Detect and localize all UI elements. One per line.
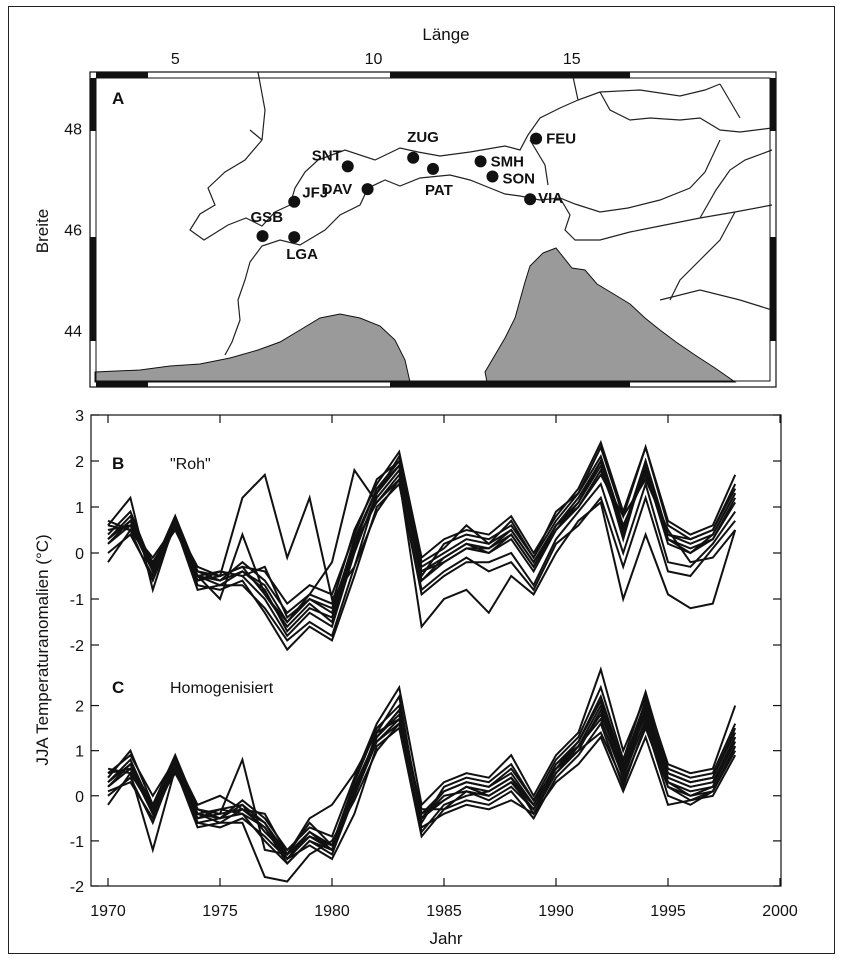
panel-c-y-ticks: -2 -1 0 1 2 xyxy=(70,699,781,896)
station-marker-jfj xyxy=(288,195,301,208)
panel-b-series-line-9 xyxy=(107,467,737,629)
panel-b-y-tick-label: 2 xyxy=(75,454,84,471)
map-scale-bars xyxy=(90,72,776,387)
y-axis-title: JJA Temperaturanomalien (°C) xyxy=(33,534,52,765)
panel-c-y-tick-label: 1 xyxy=(75,744,84,761)
panel-b: B "Roh" -2 -1 0 1 2 3 xyxy=(70,408,781,655)
panel-c-y-tick-label: 2 xyxy=(75,699,84,716)
panel-c-y-tick-label: -2 xyxy=(70,879,84,896)
station-marker-pat xyxy=(427,162,439,175)
map-x-tick-labels: 5 10 15 xyxy=(171,51,581,68)
station-label-pat: PAT xyxy=(425,182,453,199)
map-panel: Länge Breite 5 10 15 44 46 48 A SNT ZUG FEU DAV… xyxy=(33,25,777,388)
station-label-via: VIA xyxy=(538,190,563,207)
border-lines xyxy=(189,71,773,356)
station-label-gsb: GSB xyxy=(251,209,284,226)
station-label-son: SON xyxy=(502,170,535,187)
x-tick-label: 2000 xyxy=(762,903,798,920)
map-x-tick-label: 10 xyxy=(365,51,383,68)
station-marker-snt xyxy=(341,160,354,173)
map-panel-letter: A xyxy=(112,89,124,108)
panel-b-y-tick-label: 3 xyxy=(75,408,84,425)
x-axis-title: Jahr xyxy=(429,929,462,948)
panel-b-series-line-4 xyxy=(107,480,737,652)
panel-b-note: "Roh" xyxy=(170,456,211,473)
station-marker-zug xyxy=(407,151,420,164)
x-tick-label: 1995 xyxy=(650,903,686,920)
station-label-lga: LGA xyxy=(286,246,318,263)
panel-b-y-tick-label: 1 xyxy=(75,500,84,517)
ligurian-sea xyxy=(94,313,411,383)
panel-b-series-line-7 xyxy=(107,476,736,642)
panel-b-y-tick-label: -2 xyxy=(70,638,84,655)
station-label-smh: SMH xyxy=(491,153,524,170)
panel-c-y-tick-label: -1 xyxy=(70,834,84,851)
map-y-tick-labels: 44 46 48 xyxy=(64,122,82,341)
map-x-tick-label: 5 xyxy=(171,51,180,68)
station-label-jfj: JFJ xyxy=(302,185,328,202)
x-tick-label: 1990 xyxy=(538,903,574,920)
station-marker-feu xyxy=(530,132,543,145)
panel-b-y-tick-label: 0 xyxy=(75,546,84,563)
panel-b-series xyxy=(107,439,737,652)
station-marker-smh xyxy=(474,155,487,168)
station-marker-via xyxy=(524,193,537,206)
panel-c-y-tick-label: 0 xyxy=(75,789,84,806)
timeseries-frame xyxy=(90,414,782,887)
adriatic-sea xyxy=(484,247,737,383)
x-tick-label: 1980 xyxy=(314,903,350,920)
map-x-tick-label: 15 xyxy=(563,51,581,68)
station-label-feu: FEU xyxy=(546,131,576,148)
map-y-tick-label: 44 xyxy=(64,324,82,341)
x-tick-label: 1970 xyxy=(90,903,126,920)
map-inner-frame xyxy=(95,77,771,382)
station-marker-gsb xyxy=(256,230,269,243)
panel-b-series-line-11 xyxy=(107,463,736,620)
panel-c-note: Homogenisiert xyxy=(170,680,274,697)
panel-c-series-line-4 xyxy=(107,720,737,861)
station-label-zug: ZUG xyxy=(407,129,439,146)
station-marker-lga xyxy=(288,231,301,244)
x-tick-label: 1975 xyxy=(202,903,238,920)
map-y-tick-label: 48 xyxy=(64,122,82,139)
station-marker-dav xyxy=(361,183,374,196)
panel-c-series-line-9 xyxy=(107,717,737,857)
map-x-axis-title: Länge xyxy=(422,25,469,44)
x-tick-label: 1985 xyxy=(426,903,462,920)
map-y-tick-label: 46 xyxy=(64,223,82,240)
panel-c: C Homogenisiert -2 -1 0 1 2 xyxy=(70,666,781,896)
x-axis-ticks: 1970 1975 1980 1985 1990 1995 2000 xyxy=(90,415,798,920)
map-y-axis-title: Breite xyxy=(33,209,52,253)
panel-c-series-line-11 xyxy=(107,693,737,856)
panel-b-letter: B xyxy=(112,454,124,473)
panel-b-y-ticks: -2 -1 0 1 2 3 xyxy=(70,408,781,655)
panel-c-series xyxy=(107,666,737,883)
station-marker-son xyxy=(486,170,499,183)
panel-c-letter: C xyxy=(112,678,124,697)
station-label-snt: SNT xyxy=(312,147,342,164)
panel-c-series-line-10 xyxy=(107,716,737,865)
station-label-dav: DAV xyxy=(322,181,353,198)
panel-b-y-tick-label: -1 xyxy=(70,592,84,609)
figure-border xyxy=(8,6,835,954)
